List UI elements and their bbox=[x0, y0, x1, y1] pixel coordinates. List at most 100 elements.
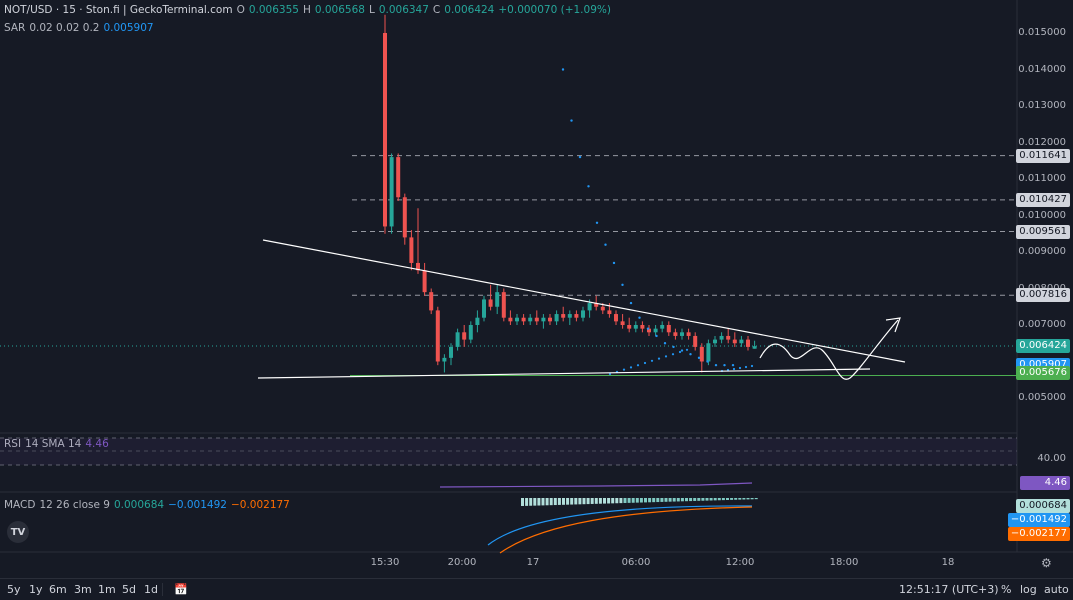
macd-histogram-bar bbox=[680, 498, 684, 502]
price-tick-label: 0.009000 bbox=[1018, 246, 1066, 257]
candle-body bbox=[732, 339, 737, 344]
macd-histogram-bar bbox=[750, 498, 754, 500]
macd-histogram-bar bbox=[652, 498, 656, 503]
sar-point bbox=[629, 301, 633, 305]
macd-histogram-bar bbox=[525, 498, 529, 506]
bottom-toolbar: 5y 1y 6m 3m 1m 5d 1d 📅 12:51:17 (UTC+3) … bbox=[0, 578, 1073, 600]
projection-arrow-head[interactable] bbox=[885, 317, 901, 333]
macd-histogram-bar bbox=[742, 498, 746, 500]
candle-body bbox=[442, 357, 447, 362]
auto-scale-toggle[interactable]: auto bbox=[1044, 583, 1069, 596]
sar-point bbox=[657, 357, 661, 360]
timeframe-1y-button[interactable]: 1y bbox=[29, 583, 43, 596]
macd-params: 12 26 close 9 bbox=[39, 499, 110, 511]
candle-body bbox=[554, 314, 559, 322]
candle-body bbox=[435, 310, 440, 362]
percent-toggle[interactable]: % bbox=[1001, 583, 1012, 596]
sar-point bbox=[731, 363, 735, 367]
log-toggle[interactable]: log bbox=[1020, 583, 1037, 596]
macd-histogram-bar bbox=[545, 498, 549, 506]
macd-signal-line bbox=[499, 506, 753, 554]
macd-histogram-bar bbox=[623, 498, 627, 503]
macd-histogram-bar bbox=[676, 498, 680, 502]
symbol-title[interactable]: NOT/USD · 15 · Ston.fi | GeckoTerminal.c… bbox=[4, 4, 233, 16]
rsi-axis-label: 40.00 bbox=[1037, 453, 1066, 464]
candle-body bbox=[567, 314, 572, 318]
close-value: 0.006424 bbox=[444, 4, 495, 16]
candle-body bbox=[673, 332, 678, 336]
macd-histogram-bar bbox=[685, 498, 688, 502]
sar-point bbox=[570, 119, 573, 122]
candle-body bbox=[528, 317, 533, 322]
price-chart[interactable] bbox=[0, 0, 1073, 578]
macd-histogram-bar bbox=[639, 498, 643, 503]
timeframe-3m-button[interactable]: 3m bbox=[74, 583, 92, 596]
sar-point bbox=[671, 353, 675, 356]
sar-point bbox=[672, 345, 675, 349]
rsi-band bbox=[0, 438, 1017, 465]
candle-body bbox=[383, 33, 387, 227]
macd-histogram-bar bbox=[557, 498, 561, 505]
ascending-trendline[interactable] bbox=[257, 368, 871, 379]
macd-histogram-bar bbox=[537, 498, 541, 506]
macd-histogram-bar bbox=[570, 498, 574, 505]
tradingview-logo-icon[interactable]: TV bbox=[7, 521, 29, 543]
close-label: C bbox=[432, 4, 441, 16]
sar-point bbox=[678, 350, 682, 354]
rsi-legend[interactable]: RSI 14 SMA 14 4.46 bbox=[4, 438, 109, 450]
macd-histogram-bar bbox=[730, 498, 734, 500]
candle-body bbox=[482, 299, 486, 318]
macd-histogram-bar bbox=[549, 498, 553, 506]
candle-body bbox=[726, 335, 731, 340]
sar-point bbox=[636, 364, 640, 367]
sar-point bbox=[621, 283, 624, 287]
sar-legend[interactable]: SAR 0.02 0.02 0.2 0.005907 bbox=[4, 22, 154, 34]
macd-histogram-bar bbox=[705, 498, 709, 501]
macd-histogram-bar bbox=[578, 498, 582, 505]
candle-body bbox=[699, 346, 704, 362]
candle-body bbox=[660, 325, 665, 329]
price-badge: 0.005676 bbox=[1016, 366, 1070, 381]
macd-legend[interactable]: MACD 12 26 close 9 0.000684 −0.001492 −0… bbox=[4, 499, 290, 511]
date-range-calendar-icon[interactable]: 📅 bbox=[174, 583, 188, 596]
sar-point bbox=[629, 366, 633, 369]
macd-histogram-bar bbox=[603, 498, 606, 504]
macd-histogram-bar bbox=[521, 498, 524, 506]
descending-trendline[interactable] bbox=[262, 239, 906, 363]
macd-histogram-bar bbox=[590, 498, 594, 504]
macd-histogram-bar bbox=[738, 498, 742, 500]
settings-gear-icon[interactable]: ⚙ bbox=[1041, 556, 1052, 570]
timeframe-1d-button[interactable]: 1d bbox=[144, 583, 158, 596]
timeframe-5d-button[interactable]: 5d bbox=[122, 583, 136, 596]
macd-histogram-bar bbox=[635, 498, 639, 503]
candle-body bbox=[752, 346, 757, 349]
timeframe-5y-button[interactable]: 5y bbox=[7, 583, 21, 596]
macd-histogram-bar bbox=[586, 498, 590, 505]
macd-histogram-bar bbox=[693, 498, 697, 501]
clock-timezone[interactable]: 12:51:17 (UTC+3) bbox=[899, 583, 999, 596]
candle-body bbox=[416, 262, 420, 271]
sar-point bbox=[663, 342, 667, 345]
price-tick-label: 0.005000 bbox=[1018, 392, 1066, 403]
price-badge: 0.010427 bbox=[1016, 192, 1070, 207]
timeframe-6m-button[interactable]: 6m bbox=[49, 583, 67, 596]
candle-body bbox=[614, 314, 618, 322]
symbol-legend[interactable]: NOT/USD · 15 · Ston.fi | GeckoTerminal.c… bbox=[4, 4, 611, 16]
sar-point bbox=[561, 68, 565, 71]
macd-histogram-bar bbox=[689, 498, 693, 502]
macd-histogram-bar bbox=[598, 498, 602, 504]
candle-body bbox=[633, 325, 638, 329]
candle-body bbox=[666, 325, 671, 333]
projection-path[interactable] bbox=[759, 319, 899, 380]
candle-body bbox=[541, 317, 546, 322]
macd-histogram-bar bbox=[754, 498, 758, 500]
high-value: 0.006568 bbox=[314, 4, 365, 16]
price-badge: 0.009561 bbox=[1016, 224, 1070, 239]
sar-point bbox=[732, 367, 736, 371]
candle-body bbox=[396, 157, 401, 198]
sar-point bbox=[664, 355, 668, 358]
timeframe-1m-button[interactable]: 1m bbox=[98, 583, 116, 596]
sar-point bbox=[655, 334, 658, 338]
sar-point bbox=[608, 372, 612, 376]
